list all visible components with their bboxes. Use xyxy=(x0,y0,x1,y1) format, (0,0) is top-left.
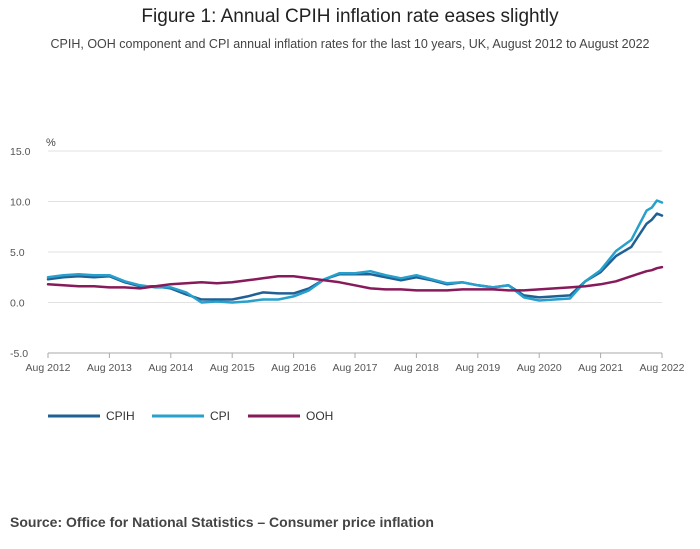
x-tick-label: Aug 2015 xyxy=(210,362,255,374)
x-tick-label: Aug 2018 xyxy=(394,362,439,374)
chart-title: Figure 1: Annual CPIH inflation rate eas… xyxy=(141,6,559,27)
y-axis: 15.0 10.0 5.0 0.0 -5.0% xyxy=(10,137,56,360)
legend-label-cpi: CPI xyxy=(210,409,230,423)
x-tick-label: Aug 2021 xyxy=(578,362,623,374)
y-axis-unit: % xyxy=(46,137,56,149)
legend-label-cpih: CPIH xyxy=(106,409,135,423)
chart-subtitle: CPIH, OOH component and CPI annual infla… xyxy=(50,37,650,51)
y-tick-label: 5.0 xyxy=(10,247,25,259)
legend: CPIH CPI OOH xyxy=(48,409,333,423)
x-tick-label: Aug 2017 xyxy=(333,362,378,374)
legend-label-ooh: OOH xyxy=(306,409,333,423)
y-tick-label: 10.0 xyxy=(10,197,31,209)
x-axis: Aug 2012 Aug 2013 Aug 2014 Aug 2015 Aug 2016… xyxy=(26,352,685,374)
y-tick-label: 15.0 xyxy=(10,146,31,158)
x-tick-label: Aug 2016 xyxy=(271,362,316,374)
y-tick-label: 0.0 xyxy=(10,298,25,310)
x-tick-label: Aug 2020 xyxy=(517,362,562,374)
x-tick-label: Aug 2019 xyxy=(455,362,500,374)
source-note: Source: Office for National Statistics –… xyxy=(10,514,434,530)
x-tick-label: Aug 2012 xyxy=(26,362,71,374)
y-tick-label: -5.0 xyxy=(10,348,28,360)
x-tick-label: Aug 2013 xyxy=(87,362,132,374)
series-lines xyxy=(46,199,664,304)
series-line-ooh xyxy=(46,265,664,292)
x-tick-label: Aug 2014 xyxy=(148,362,193,374)
x-tick-label: Aug 2022 xyxy=(640,362,685,374)
gridlines xyxy=(48,150,662,354)
